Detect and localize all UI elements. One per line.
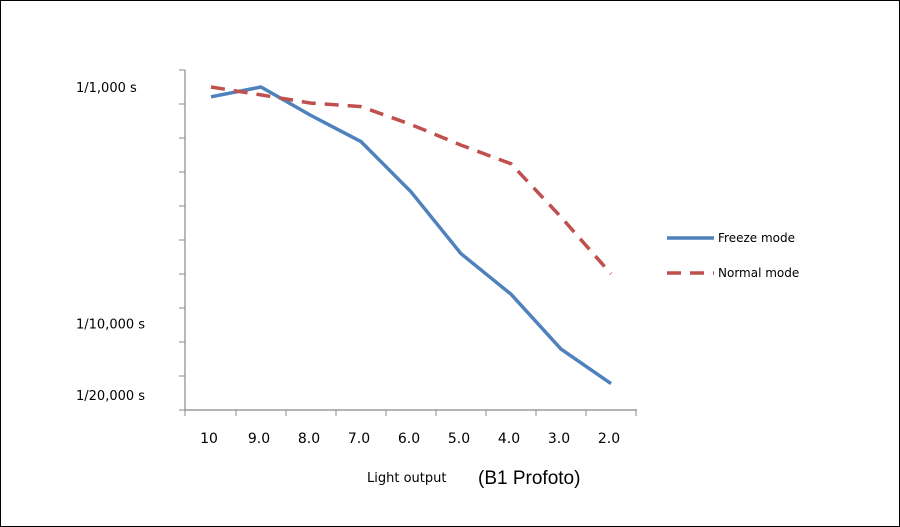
legend-label: Freeze mode bbox=[718, 231, 795, 245]
x-tick-label: 3.0 bbox=[548, 431, 570, 447]
y-tick-label: 1/20,000 s bbox=[76, 389, 145, 404]
x-tick-label: 6.0 bbox=[398, 431, 420, 447]
x-tick-label: 7.0 bbox=[348, 431, 370, 447]
x-tick-label: 9.0 bbox=[248, 431, 270, 447]
y-tick-labels: 1/1,000 s 1/10,000 s 1/20,000 s bbox=[76, 81, 145, 404]
series-line-normal-mode bbox=[210, 85, 613, 276]
x-axis-label: Light output bbox=[367, 471, 446, 486]
x-tick-label: 8.0 bbox=[298, 431, 320, 447]
x-tick-labels: 10 9.0 8.0 7.0 6.0 5.0 4.0 3.0 2.0 bbox=[200, 431, 620, 447]
x-tick-label: 5.0 bbox=[448, 431, 470, 447]
x-tick-label: 10 bbox=[200, 431, 218, 447]
axes bbox=[179, 69, 637, 416]
legend: Freeze mode Normal mode bbox=[667, 231, 799, 280]
x-axis-label-note: (B1 Profoto) bbox=[478, 468, 580, 489]
x-tick-label: 2.0 bbox=[598, 431, 620, 447]
series-line-freeze-mode bbox=[210, 85, 612, 386]
x-tick-label: 4.0 bbox=[498, 431, 520, 447]
y-tick-label: 1/1,000 s bbox=[76, 81, 137, 96]
legend-label: Normal mode bbox=[718, 266, 799, 280]
y-tick-label: 1/10,000 s bbox=[76, 318, 145, 333]
series-lines bbox=[210, 85, 613, 386]
